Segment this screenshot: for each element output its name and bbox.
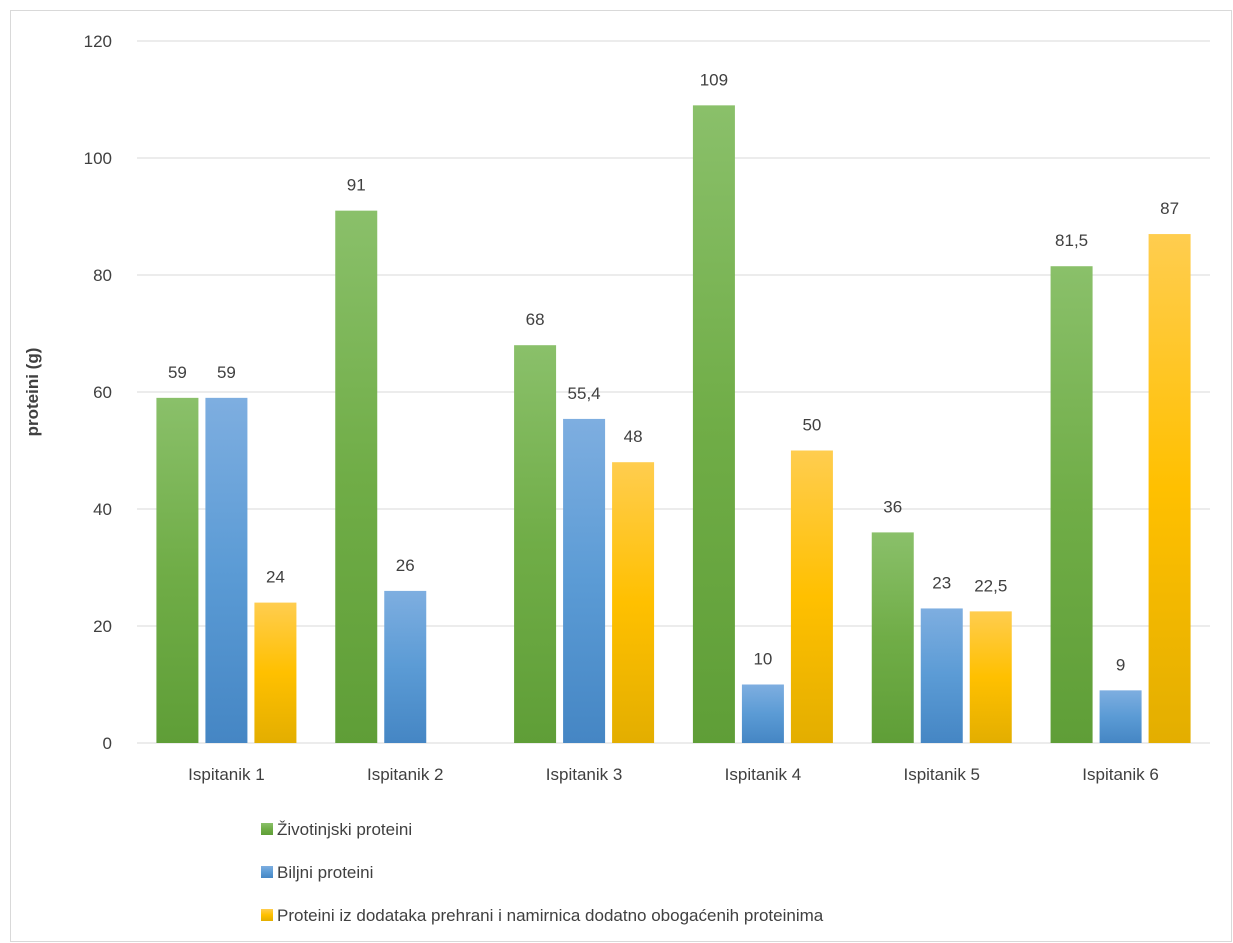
x-tick-label: Ispitanik 2 [367,765,444,784]
x-tick-label: Ispitanik 4 [725,765,802,784]
data-label: 26 [396,556,415,575]
data-label: 9 [1116,655,1125,674]
bar-series3-cat1 [254,602,297,743]
y-axis-ticks: 0 20 40 60 80 100 120 [84,32,112,753]
x-axis-ticks: Ispitanik 1 Ispitanik 2 Ispitanik 3 Ispitan… [188,765,1159,784]
legend-swatch-3 [261,909,273,921]
x-tick-label: Ispitanik 6 [1082,765,1159,784]
data-label: 23 [932,573,951,592]
legend: Životinjski proteini Biljni proteini Prote… [261,820,824,925]
bar-series3-cat5 [969,611,1012,743]
bar-series1-cat6 [1050,266,1093,743]
y-tick-label: 20 [93,617,112,636]
data-label: 50 [802,416,821,435]
data-label: 48 [624,427,643,446]
y-tick-label: 80 [93,266,112,285]
bar-series1-cat5 [871,532,914,743]
bar-series1-cat1 [156,397,199,743]
bar-series2-cat6 [1099,690,1142,743]
data-label: 109 [700,70,728,89]
legend-label-3: Proteini iz dodataka prehrani i namirnic… [277,906,824,925]
x-tick-label: Ispitanik 3 [546,765,623,784]
data-label: 59 [168,363,187,382]
data-label: 91 [347,176,366,195]
bar-series3-cat4 [790,450,833,743]
bar-series3-cat6 [1148,234,1191,744]
legend-swatch-1 [261,823,273,835]
bar-series3-cat3 [612,462,655,743]
bars [156,105,1191,744]
data-label: 36 [883,497,902,516]
y-tick-label: 0 [103,734,112,753]
bar-series2-cat5 [920,608,963,743]
y-axis-label: proteini (g) [23,348,42,437]
data-label: 68 [526,310,545,329]
y-tick-label: 40 [93,500,112,519]
data-label: 81,5 [1055,231,1088,250]
data-label: 24 [266,568,285,587]
y-tick-label: 120 [84,32,112,51]
bar-series1-cat2 [335,210,378,743]
data-label: 55,4 [568,384,601,403]
legend-swatch-2 [261,866,273,878]
bar-series2-cat4 [741,684,784,743]
bar-series2-cat1 [205,397,248,743]
y-tick-label: 100 [84,149,112,168]
y-tick-label: 60 [93,383,112,402]
data-label: 10 [753,650,772,669]
data-label: 87 [1160,199,1179,218]
bar-series1-cat3 [514,345,557,743]
legend-label-2: Biljni proteini [277,863,373,882]
data-labels: 59 59 24 91 26 68 55,4 48 109 10 50 36 23 22,5 81,5 9 87 [168,70,1179,674]
gridlines [137,40,1210,744]
data-label: 59 [217,363,236,382]
x-tick-label: Ispitanik 1 [188,765,265,784]
legend-label-1: Životinjski proteini [277,820,412,839]
bar-series2-cat3 [563,418,606,743]
x-tick-label: Ispitanik 5 [903,765,980,784]
bar-series1-cat4 [692,105,735,744]
data-label: 22,5 [974,576,1007,595]
bar-series2-cat2 [384,590,427,743]
